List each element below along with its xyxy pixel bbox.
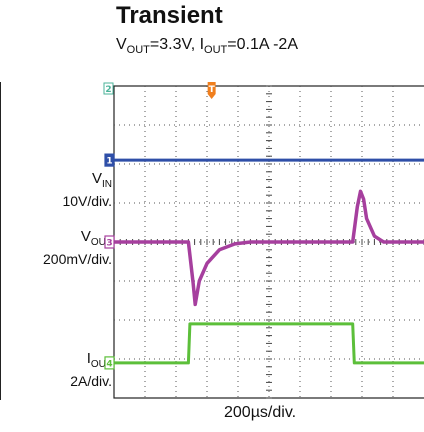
trace-vout xyxy=(114,191,424,304)
trigger-marker-text: T xyxy=(209,85,216,95)
vout-marker-text: 3 xyxy=(106,239,112,249)
iout-marker-text: 4 xyxy=(106,359,112,369)
vin-marker-text: 1 xyxy=(106,157,112,167)
ch2-marker-text: 2 xyxy=(105,85,111,95)
